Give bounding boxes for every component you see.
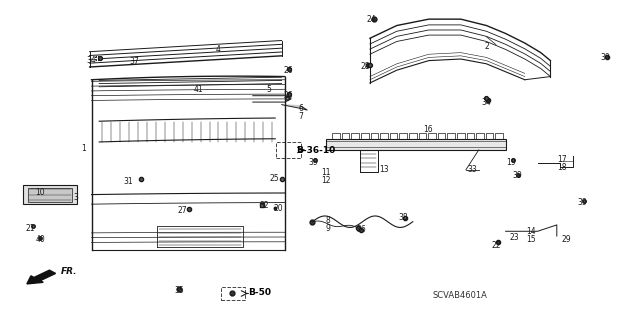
Text: 28: 28: [360, 63, 369, 71]
Text: 34: 34: [481, 98, 492, 107]
Text: 24: 24: [366, 15, 376, 24]
Text: 38: 38: [398, 213, 408, 222]
Polygon shape: [282, 105, 307, 110]
Text: B-36-10: B-36-10: [296, 146, 335, 155]
Text: 12: 12: [322, 176, 331, 185]
Text: 30: 30: [600, 53, 610, 62]
Text: 18: 18: [557, 163, 566, 172]
Text: 40: 40: [35, 235, 45, 244]
Text: 14: 14: [526, 227, 536, 236]
Text: 11: 11: [322, 168, 331, 177]
Bar: [28, 188, 72, 202]
Bar: [23, 185, 77, 204]
Text: 26: 26: [283, 66, 293, 75]
Text: 39: 39: [512, 171, 522, 180]
Text: 20: 20: [273, 204, 284, 213]
Text: 23: 23: [509, 233, 519, 242]
Text: 37: 37: [129, 57, 140, 66]
Text: B-50: B-50: [248, 288, 271, 297]
Text: 21: 21: [26, 224, 35, 233]
Text: 3: 3: [73, 193, 78, 202]
Text: 22: 22: [492, 241, 500, 250]
Text: 29: 29: [561, 235, 572, 244]
Text: 26: 26: [283, 91, 293, 100]
Text: 25: 25: [269, 174, 279, 183]
Text: 4: 4: [215, 45, 220, 54]
Text: 35: 35: [174, 286, 184, 295]
Text: 16: 16: [422, 125, 433, 134]
Text: 39: 39: [308, 158, 319, 167]
Text: 15: 15: [526, 235, 536, 244]
FancyArrow shape: [27, 270, 56, 284]
Text: 8: 8: [326, 216, 331, 225]
Text: 19: 19: [506, 158, 516, 167]
Text: 27: 27: [177, 206, 188, 215]
Bar: [326, 139, 506, 150]
Text: 31: 31: [123, 177, 133, 186]
Text: 5: 5: [266, 85, 271, 94]
Text: SCVAB4601A: SCVAB4601A: [432, 291, 487, 300]
Text: 36: 36: [356, 225, 367, 234]
Text: 32: 32: [259, 201, 269, 210]
Text: 7: 7: [298, 112, 303, 121]
Text: 10: 10: [35, 189, 45, 197]
Text: 34: 34: [86, 56, 97, 65]
Text: 9: 9: [326, 224, 331, 233]
Text: FR.: FR.: [61, 267, 77, 276]
Text: 1: 1: [81, 144, 86, 153]
Text: 13: 13: [379, 165, 389, 174]
Text: 33: 33: [467, 165, 477, 174]
Text: 17: 17: [557, 155, 567, 164]
Text: 39: 39: [577, 198, 588, 207]
Text: 6: 6: [298, 104, 303, 113]
Text: 2: 2: [484, 42, 489, 51]
Text: 41: 41: [193, 85, 204, 94]
